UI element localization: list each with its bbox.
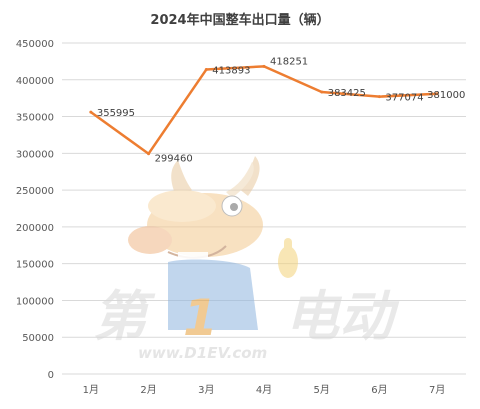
chart-title: 2024年中国整车出口量（辆）: [150, 12, 329, 28]
watermark-logo-part1: 第: [93, 285, 156, 348]
x-tick-label: 1月: [83, 384, 99, 396]
gridlines: [62, 42, 466, 375]
x-tick-label: 2月: [140, 384, 156, 396]
data-labels: 355995 299460 413893 418251 383425 377074 3810…: [97, 56, 465, 164]
x-tick-label: 6月: [371, 384, 387, 396]
y-tick-label: 50000: [22, 333, 54, 344]
data-label: 383425: [328, 88, 366, 99]
data-point: [320, 90, 324, 94]
y-tick-label: 400000: [16, 76, 54, 87]
data-point: [89, 110, 93, 114]
watermark: 第 1 电动 www.D1EV.com: [93, 156, 400, 362]
y-tick-label: 0: [48, 370, 54, 381]
data-point: [147, 152, 151, 156]
y-tick-label: 200000: [16, 223, 54, 234]
data-point: [204, 68, 208, 72]
data-label: 355995: [97, 108, 135, 119]
y-tick-label: 150000: [16, 260, 54, 271]
x-tick-label: 3月: [198, 384, 214, 396]
data-point: [262, 64, 266, 68]
data-label: 413893: [212, 66, 250, 77]
data-point: [435, 92, 439, 96]
x-axis-ticks: 1月 2月 3月 4月 5月 6月 7月: [83, 384, 446, 396]
x-tick-label: 4月: [256, 384, 272, 396]
y-tick-label: 250000: [16, 186, 54, 197]
x-tick-label: 5月: [314, 384, 330, 396]
y-tick-label: 450000: [16, 39, 54, 50]
x-tick-label: 7月: [429, 384, 445, 396]
y-tick-label: 350000: [16, 113, 54, 124]
data-point: [377, 95, 381, 99]
y-tick-label: 300000: [16, 149, 54, 160]
data-label: 418251: [270, 56, 308, 67]
reindeer-mascot-icon: [128, 156, 298, 330]
data-label: 299460: [155, 154, 193, 165]
watermark-url: www.D1EV.com: [138, 344, 267, 362]
y-axis-ticks: 0 50000 100000 150000 200000 250000 300000 3500…: [16, 39, 54, 381]
y-tick-label: 100000: [16, 296, 54, 307]
watermark-logo-part2: 1: [183, 289, 218, 347]
series-layer: [89, 64, 439, 156]
data-label: 377074: [385, 93, 423, 104]
watermark-logo-part3: 电动: [285, 285, 400, 348]
data-label: 381000: [427, 90, 465, 101]
